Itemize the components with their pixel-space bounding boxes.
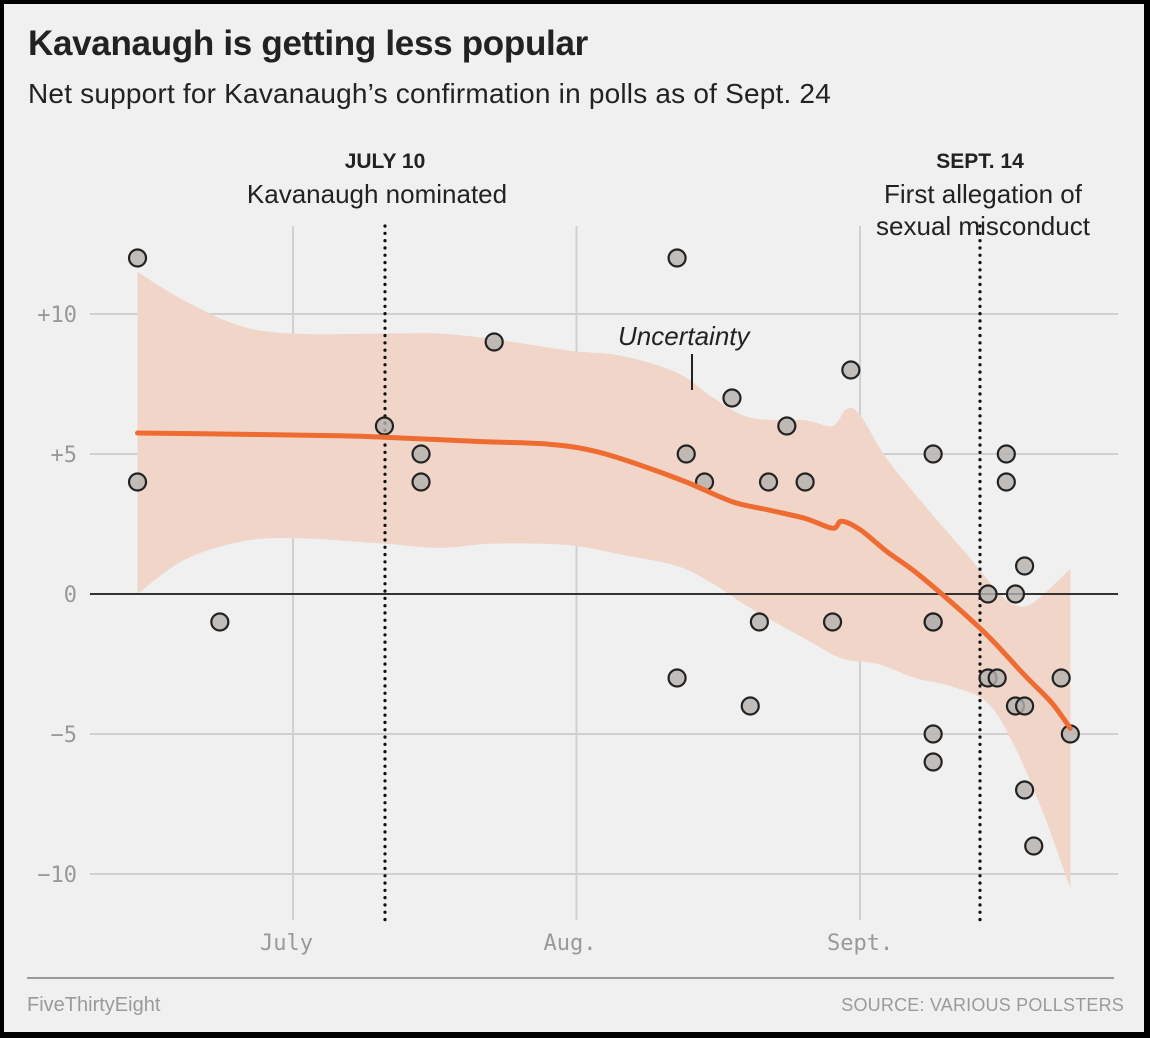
brand-logo: FiveThirtyEight xyxy=(27,994,161,1016)
x-tick-label: July xyxy=(260,931,313,956)
poll-point xyxy=(676,444,696,464)
poll-point xyxy=(1014,780,1035,800)
poll-point xyxy=(996,444,1016,464)
poll-point xyxy=(1024,836,1044,856)
poll-point xyxy=(127,472,148,492)
annotation-text: First allegation of xyxy=(884,179,1083,209)
poll-point xyxy=(667,248,687,268)
poll-point xyxy=(127,248,148,268)
poll-point xyxy=(923,612,943,632)
source-note: SOURCE: VARIOUS POLLSTERS xyxy=(841,995,1124,1015)
y-tick-label: −5 xyxy=(51,723,78,748)
poll-point xyxy=(987,668,1007,688)
annotation-text: Kavanaugh nominated xyxy=(247,179,507,209)
poll-point xyxy=(923,752,943,772)
footer-divider xyxy=(27,977,1114,979)
poll-point xyxy=(1051,668,1071,688)
poll-point xyxy=(1014,696,1035,716)
y-tick-label: −10 xyxy=(37,863,77,888)
poll-point xyxy=(411,444,431,464)
poll-point xyxy=(411,472,431,492)
poll-point xyxy=(1005,584,1026,604)
y-tick-label: 0 xyxy=(64,583,77,608)
poll-point xyxy=(1014,556,1035,576)
trend-line xyxy=(135,430,1073,731)
annotation-date: SEPT. 14 xyxy=(936,150,1024,173)
poll-point xyxy=(484,332,504,352)
poll-point xyxy=(722,388,742,408)
poll-point xyxy=(667,668,687,688)
annotation-text: sexual misconduct xyxy=(876,211,1091,241)
poll-point xyxy=(923,444,943,464)
poll-point xyxy=(374,416,395,436)
y-tick-label: +10 xyxy=(37,303,77,328)
poll-point xyxy=(758,472,779,492)
poll-point xyxy=(996,472,1016,492)
x-tick-label: Sept. xyxy=(827,931,893,956)
annotation-date: JULY 10 xyxy=(345,150,426,173)
uncertainty-label: Uncertainty xyxy=(618,321,751,351)
chart-subtitle: Net support for Kavanaugh’s confirmation… xyxy=(28,78,831,109)
poll-point xyxy=(777,416,797,436)
y-tick-label: +5 xyxy=(51,443,78,468)
poll-point xyxy=(841,360,861,380)
chart-title: Kavanaugh is getting less popular xyxy=(28,24,588,63)
poll-point xyxy=(978,584,998,604)
poll-point xyxy=(749,612,769,632)
poll-point xyxy=(822,612,843,632)
poll-point xyxy=(210,612,230,632)
x-tick-label: Aug. xyxy=(543,931,596,956)
poll-point xyxy=(740,696,760,716)
poll-point xyxy=(795,472,815,492)
poll-point xyxy=(923,724,943,744)
uncertainty-band xyxy=(137,272,1071,888)
